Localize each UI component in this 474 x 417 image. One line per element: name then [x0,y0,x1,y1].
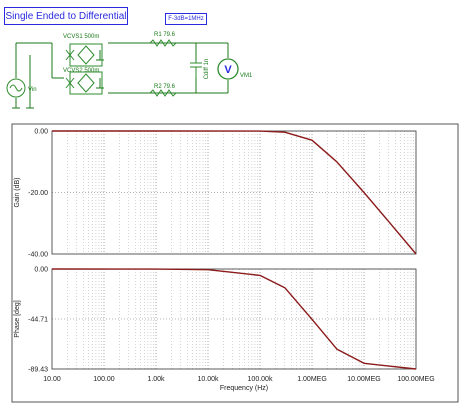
xtick-label: 10.00 [43,376,61,383]
xtick-label: 1.00MEG [297,376,327,383]
plot-frame [11,123,459,403]
xtick-label: 100.00k [248,376,273,383]
xtick-label: 100.00 [93,376,115,383]
gain-ylabel: Gain (dB) [14,178,21,208]
xtick-label: 100.00MEG [397,376,434,383]
xtick-label: 1.00k [147,376,165,383]
vin-source-icon[interactable] [6,78,26,98]
phase-ytick-label: -89.43 [28,367,48,374]
voltmeter-icon[interactable]: V [217,58,239,80]
xtick-label: 10.00MEG [347,376,380,383]
gain-ytick-label: 0.00 [34,129,48,136]
phase-ylabel: Phase [deg] [14,300,21,337]
schematic: V VCVS1 500m VCVS2 500m R1 79.6 R2 79.6 … [6,32,253,109]
phase-ytick-label: 0.00 [34,267,48,274]
xlabel: Frequency (Hz) [220,385,268,392]
f3db-label[interactable]: F-3dB=1MHz [165,13,207,25]
gain-ytick-label: -40.00 [28,252,48,259]
vm-symbol: V [224,64,232,76]
vcvs2-label: VCVS2 500m [63,68,99,74]
gain-ytick-label: -20.00 [28,190,48,197]
vm1-label: VM1 [240,73,253,79]
circuit-title[interactable]: Single Ended to Differential [4,7,128,25]
r1-label: R1 79.6 [154,32,176,38]
vcvs1-label: VCVS1 500m [63,34,99,40]
xtick-label: 10.00k [197,376,219,383]
phase-ytick-label: -44.71 [28,316,48,323]
cdiff-label: Cdiff 1n [204,59,210,80]
vin-label: Vin [28,87,37,93]
phase-axis-box [51,268,417,370]
r2-label: R2 79.6 [154,84,176,90]
